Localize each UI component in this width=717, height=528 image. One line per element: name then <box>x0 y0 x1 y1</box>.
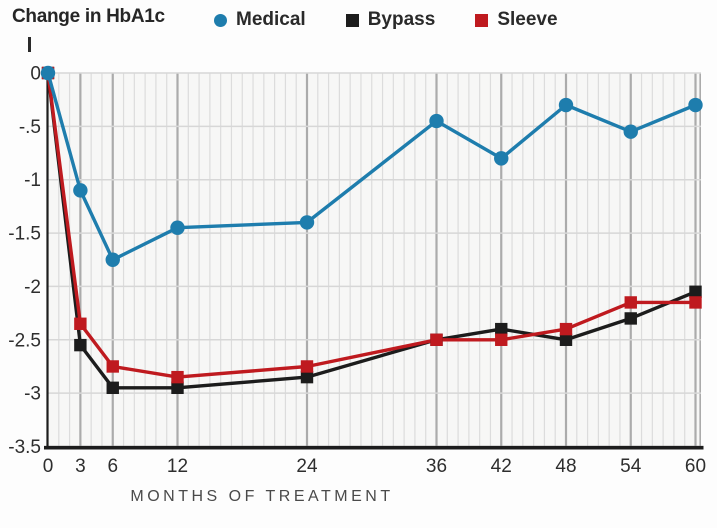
x-tick-label: 6 <box>107 456 118 477</box>
data-point-medical <box>170 220 185 235</box>
x-tick-label: 54 <box>620 456 642 477</box>
data-point-bypass <box>74 338 87 352</box>
data-point-bypass <box>689 285 702 298</box>
x-tick-label: 3 <box>75 456 86 477</box>
data-point-sleeve <box>430 333 443 346</box>
data-point-bypass <box>559 333 573 346</box>
legend-label-bypass: Bypass <box>367 9 436 30</box>
y-tick-label: -3.5 <box>8 437 41 458</box>
data-point-medical <box>299 215 315 230</box>
data-point-sleeve <box>495 333 508 346</box>
y-tick-label: 0 <box>30 64 41 85</box>
data-point-medical <box>558 97 574 113</box>
legend-item-bypass: Bypass <box>345 9 436 31</box>
y-tick-label: -1.5 <box>8 224 41 245</box>
series-line-medical <box>46 71 698 262</box>
data-point-sleeve <box>624 296 637 309</box>
data-point-bypass <box>495 322 508 336</box>
plot-background <box>48 73 701 447</box>
series-line-sleeve <box>46 71 698 379</box>
data-point-bypass <box>624 312 637 325</box>
x-axis-title: MONTHS OF TREATMENT <box>130 488 393 505</box>
data-point-sleeve <box>300 360 314 373</box>
legend-item-sleeve: Sleeve <box>475 9 558 31</box>
data-point-sleeve <box>74 317 87 330</box>
medical-marker-icon <box>214 13 227 27</box>
y-tick-label: -.5 <box>19 117 41 138</box>
data-point-medical <box>494 151 509 166</box>
chart-title: Change in HbA1c <box>12 6 165 27</box>
data-point-sleeve <box>171 370 184 384</box>
data-point-medical <box>40 65 56 81</box>
y-tick-label: -2 <box>24 277 41 298</box>
data-point-sleeve <box>559 322 573 336</box>
data-point-bypass <box>106 381 119 395</box>
legend-item-medical: Medical <box>214 9 306 31</box>
sleeve-marker-icon <box>475 13 489 27</box>
x-tick-label: 0 <box>43 456 54 477</box>
x-tick-label: 12 <box>167 456 188 477</box>
data-point-medical <box>429 113 444 129</box>
data-point-sleeve <box>689 296 702 309</box>
y-tick-label: -1 <box>24 170 41 191</box>
y-tick-label: -3 <box>24 384 41 405</box>
legend: Medical Bypass Sleeve <box>214 9 558 31</box>
bypass-marker-icon <box>345 13 359 27</box>
y-tick-label: -2.5 <box>8 330 41 351</box>
x-tick-label: 48 <box>555 456 576 477</box>
data-point-bypass <box>171 381 184 395</box>
x-tick-label: 60 <box>685 456 706 477</box>
data-point-medical <box>105 252 120 267</box>
x-tick-label: 36 <box>426 456 447 477</box>
data-point-medical <box>688 97 703 113</box>
data-point-sleeve <box>106 360 119 373</box>
data-point-medical <box>623 124 638 139</box>
legend-label-medical: Medical <box>236 9 306 30</box>
data-point-bypass <box>300 370 314 384</box>
zero-axis-tick <box>28 37 31 52</box>
data-point-medical <box>73 183 88 198</box>
x-tick-label: 24 <box>296 456 318 477</box>
series-line-bypass <box>46 71 698 390</box>
x-tick-label: 42 <box>491 456 512 477</box>
legend-label-sleeve: Sleeve <box>497 9 558 30</box>
